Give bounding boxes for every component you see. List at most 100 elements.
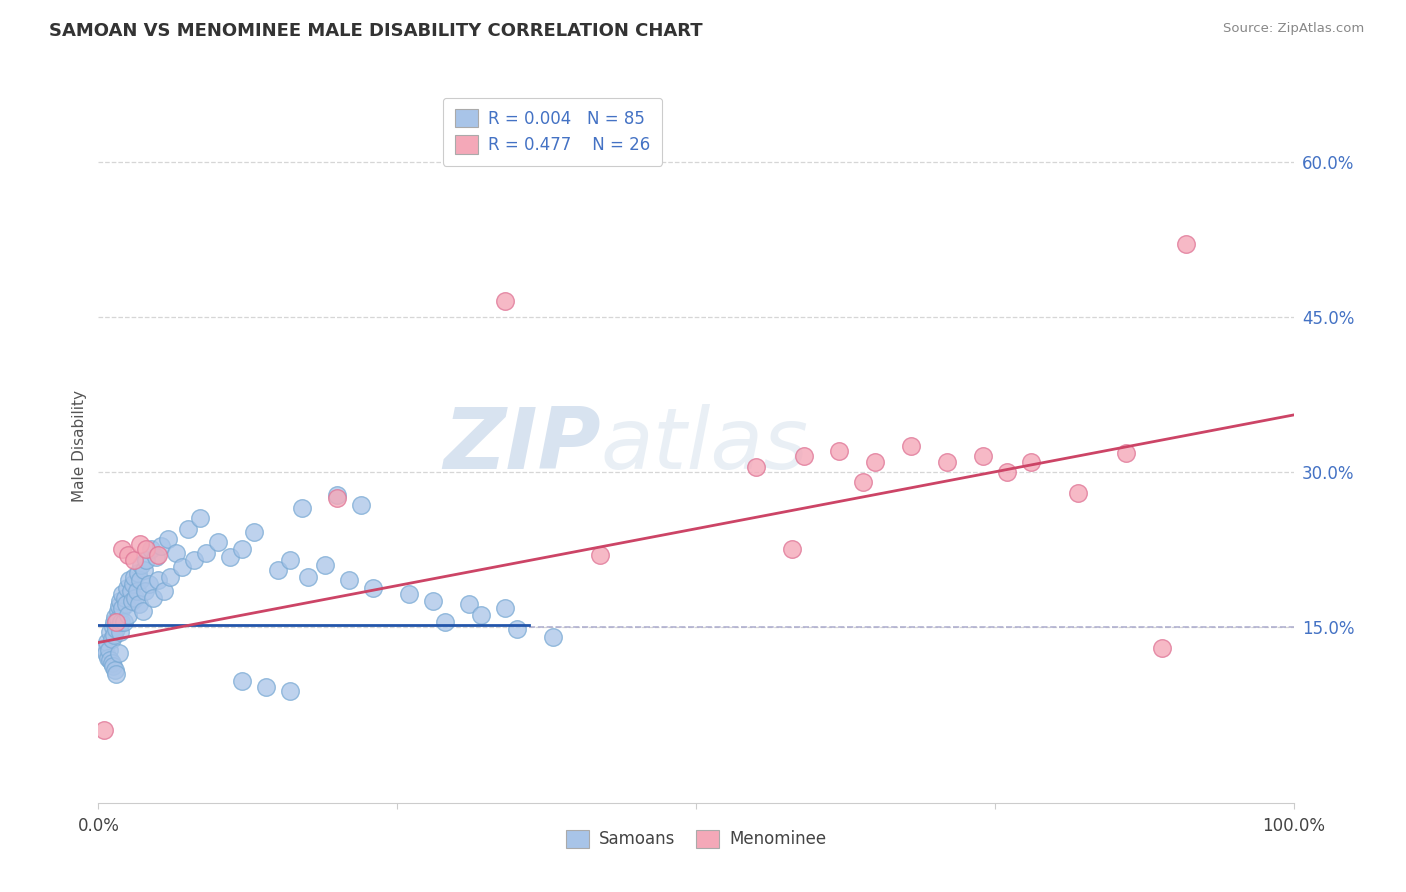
Point — [107, 646, 129, 660]
Point — [127, 566, 149, 581]
Point — [231, 542, 253, 557]
Point — [96, 635, 118, 649]
Point — [134, 583, 156, 598]
Point — [900, 439, 922, 453]
Point — [458, 597, 481, 611]
Point — [936, 454, 959, 468]
Point — [131, 558, 153, 572]
Point — [326, 491, 349, 505]
Point — [398, 587, 420, 601]
Point — [972, 450, 994, 464]
Point — [124, 553, 146, 567]
Point — [541, 630, 564, 644]
Point — [93, 640, 115, 655]
Text: ZIP: ZIP — [443, 404, 600, 488]
Point — [1175, 237, 1198, 252]
Point — [159, 570, 181, 584]
Point — [434, 615, 457, 629]
Point — [129, 537, 152, 551]
Point — [470, 607, 492, 622]
Point — [172, 560, 194, 574]
Point — [93, 723, 115, 738]
Point — [120, 583, 142, 598]
Point — [278, 553, 301, 567]
Point — [1152, 640, 1174, 655]
Point — [326, 487, 349, 501]
Point — [103, 628, 125, 642]
Text: atlas: atlas — [600, 404, 808, 488]
Point — [142, 591, 165, 605]
Point — [363, 581, 385, 595]
Point — [995, 465, 1018, 479]
Point — [494, 294, 516, 309]
Point — [231, 673, 253, 688]
Point — [135, 553, 157, 567]
Point — [107, 605, 129, 619]
Point — [267, 563, 290, 577]
Point — [145, 549, 167, 564]
Point — [153, 583, 176, 598]
Point — [112, 615, 135, 629]
Y-axis label: Male Disability: Male Disability — [72, 390, 87, 502]
Point — [506, 622, 529, 636]
Point — [107, 599, 129, 614]
Point — [121, 594, 143, 608]
Point — [422, 594, 444, 608]
Point — [828, 444, 851, 458]
Point — [105, 666, 128, 681]
Legend: Samoans, Menominee: Samoans, Menominee — [560, 823, 832, 855]
Point — [131, 605, 153, 619]
Point — [100, 632, 122, 647]
Point — [101, 620, 124, 634]
Point — [219, 549, 242, 564]
Point — [148, 548, 170, 562]
Point — [243, 524, 266, 539]
Point — [118, 574, 141, 588]
Point — [117, 607, 139, 622]
Point — [104, 664, 127, 678]
Point — [98, 625, 122, 640]
Point — [101, 659, 124, 673]
Point — [315, 558, 337, 572]
Point — [138, 576, 160, 591]
Point — [104, 609, 127, 624]
Point — [107, 612, 129, 626]
Point — [100, 656, 122, 670]
Point — [132, 563, 155, 577]
Point — [124, 591, 146, 605]
Point — [115, 581, 138, 595]
Point — [793, 450, 815, 464]
Point — [254, 680, 277, 694]
Point — [780, 542, 803, 557]
Point — [297, 570, 319, 584]
Point — [98, 653, 122, 667]
Point — [97, 651, 120, 665]
Point — [350, 498, 373, 512]
Point — [139, 542, 162, 557]
Point — [1019, 454, 1042, 468]
Point — [1067, 485, 1090, 500]
Point — [115, 597, 138, 611]
Point — [125, 583, 148, 598]
Point — [129, 574, 152, 588]
Point — [165, 545, 187, 559]
Point — [745, 459, 768, 474]
Point — [177, 522, 200, 536]
Point — [278, 684, 301, 698]
Point — [195, 545, 218, 559]
Point — [114, 591, 136, 605]
Point — [110, 615, 132, 629]
Point — [111, 601, 134, 615]
Point — [94, 646, 117, 660]
Text: SAMOAN VS MENOMINEE MALE DISABILITY CORRELATION CHART: SAMOAN VS MENOMINEE MALE DISABILITY CORR… — [49, 22, 703, 40]
Point — [156, 532, 179, 546]
Point — [111, 542, 134, 557]
Point — [105, 615, 128, 629]
Point — [1115, 446, 1137, 460]
Point — [207, 535, 229, 549]
Point — [183, 553, 205, 567]
Point — [852, 475, 875, 490]
Text: Source: ZipAtlas.com: Source: ZipAtlas.com — [1223, 22, 1364, 36]
Point — [124, 570, 146, 584]
Point — [105, 622, 128, 636]
